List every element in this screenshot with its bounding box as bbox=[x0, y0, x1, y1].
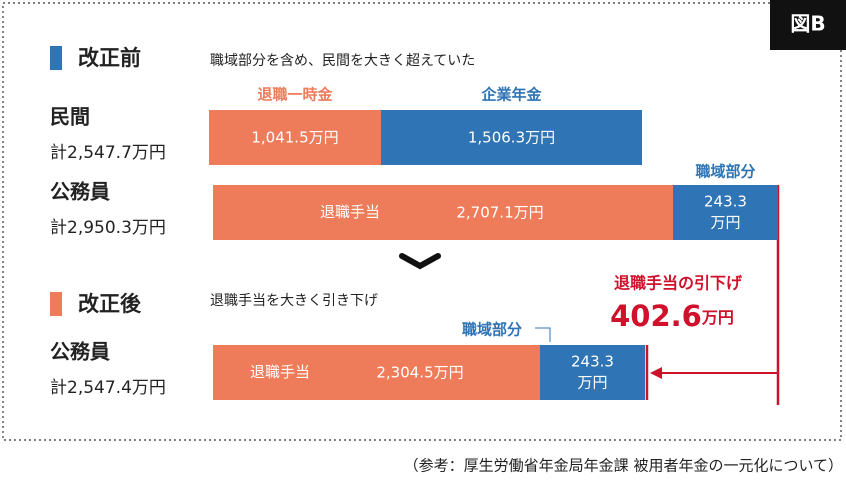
chevron bbox=[399, 253, 441, 270]
bar-segment bbox=[381, 110, 642, 165]
section-marker bbox=[50, 46, 62, 70]
callout-line bbox=[535, 327, 551, 342]
segment-name: 企業年金 bbox=[480, 86, 542, 104]
section-heading: 改正後 bbox=[78, 292, 142, 316]
segment-unit: 万円 bbox=[577, 374, 607, 392]
row-total: 計2,547.7万円 bbox=[50, 143, 166, 163]
segment-name: 職域部分 bbox=[695, 163, 755, 181]
bar-segment bbox=[673, 185, 778, 240]
segment-value: 243.3 bbox=[704, 193, 747, 211]
badge: 図B bbox=[790, 12, 825, 36]
unit: 万円 bbox=[434, 363, 464, 381]
reduction-amount: 402.6万円 bbox=[610, 299, 734, 333]
value: 1,041.5 bbox=[251, 128, 308, 146]
section-subtitle: 職域部分を含め、民間を大きく超えていた bbox=[210, 53, 475, 69]
bar-segment bbox=[209, 110, 381, 165]
row-label: 民間 bbox=[50, 105, 90, 129]
reduction-label: 退職手当の引下げ bbox=[614, 274, 743, 293]
value: 2,707.1 bbox=[456, 203, 513, 221]
segment-name: 退職手当 bbox=[320, 203, 380, 221]
segment-value: 2,707.1万円 bbox=[456, 203, 543, 221]
segment-name: 職域部分 bbox=[462, 321, 522, 339]
unit: 万円 bbox=[525, 128, 555, 146]
reduction-value: 402.6 bbox=[610, 299, 702, 333]
arrow-head bbox=[650, 367, 662, 379]
segment-value: 2,304.5万円 bbox=[376, 363, 463, 381]
segment-name: 退職手当 bbox=[250, 363, 310, 381]
section-marker bbox=[50, 292, 62, 316]
segment-value: 1,041.5万円 bbox=[251, 128, 338, 146]
section-subtitle: 退職手当を大きく引き下げ bbox=[210, 293, 378, 309]
row-label: 公務員 bbox=[50, 340, 110, 364]
value: 1,506.3 bbox=[468, 128, 525, 146]
section-heading: 改正前 bbox=[78, 46, 141, 70]
reduction-unit: 万円 bbox=[701, 308, 734, 327]
segment-value: 243.3 bbox=[571, 353, 614, 371]
bar-segment bbox=[540, 345, 645, 400]
frame bbox=[2, 2, 842, 441]
segment-name: 退職一時金 bbox=[257, 86, 333, 104]
segment-value: 1,506.3万円 bbox=[468, 128, 555, 146]
unit: 万円 bbox=[309, 128, 339, 146]
badge-bg bbox=[770, 0, 846, 50]
segment-unit: 万円 bbox=[710, 214, 740, 232]
bar-segment bbox=[213, 345, 540, 400]
unit: 万円 bbox=[514, 203, 544, 221]
row-total: 計2,950.3万円 bbox=[50, 218, 166, 238]
value: 2,304.5 bbox=[376, 363, 433, 381]
row-label: 公務員 bbox=[50, 180, 110, 204]
source: （参考：厚生労働省年金局年金課 被用者年金の一元化について） bbox=[404, 457, 843, 475]
bar-segment bbox=[213, 185, 673, 240]
row-total: 計2,547.4万円 bbox=[50, 378, 166, 398]
